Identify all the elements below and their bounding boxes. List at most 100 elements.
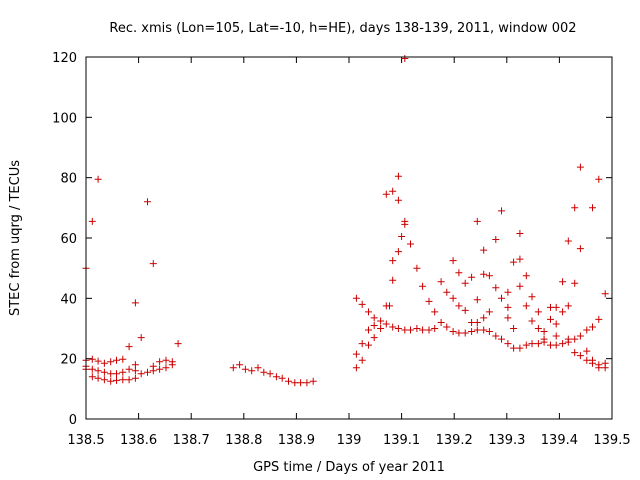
data-point xyxy=(377,325,385,332)
x-tick-label: 139.2 xyxy=(436,433,473,448)
data-point xyxy=(162,364,170,372)
data-point xyxy=(156,358,164,366)
data-point xyxy=(358,300,366,308)
data-point xyxy=(437,278,445,286)
data-point xyxy=(394,196,402,204)
data-point xyxy=(137,334,145,342)
data-point xyxy=(552,341,560,349)
data-point xyxy=(516,230,524,237)
data-point xyxy=(564,335,572,343)
data-point xyxy=(370,334,378,342)
data-point xyxy=(510,344,518,352)
data-point xyxy=(492,332,500,340)
data-point xyxy=(455,302,463,310)
y-tick-label: 40 xyxy=(60,292,77,307)
data-point xyxy=(534,325,542,332)
data-point xyxy=(100,359,108,367)
data-point xyxy=(113,376,120,384)
data-point xyxy=(241,365,249,373)
data-point xyxy=(571,279,579,287)
data-point xyxy=(88,217,96,225)
data-point xyxy=(534,340,542,348)
data-point xyxy=(547,315,554,323)
data-point xyxy=(461,279,469,287)
data-point xyxy=(168,361,176,369)
data-point xyxy=(370,314,378,322)
y-tick-label: 20 xyxy=(60,353,77,368)
x-tick-label: 139.5 xyxy=(593,433,630,448)
data-point xyxy=(407,240,414,248)
data-point xyxy=(522,341,530,349)
data-point xyxy=(437,319,445,326)
data-point xyxy=(137,370,145,378)
data-point xyxy=(564,237,572,245)
data-point xyxy=(528,340,536,348)
data-point xyxy=(516,344,524,352)
data-point xyxy=(589,323,596,331)
data-point xyxy=(229,364,237,372)
data-point xyxy=(449,294,457,302)
data-point xyxy=(431,325,439,332)
data-point xyxy=(254,364,262,372)
data-points xyxy=(82,55,609,387)
data-point xyxy=(480,270,488,278)
data-point xyxy=(504,340,512,348)
data-point xyxy=(407,326,414,334)
data-point xyxy=(278,374,286,382)
data-point xyxy=(413,325,421,332)
data-point xyxy=(510,325,518,332)
data-point xyxy=(144,368,151,376)
data-point xyxy=(473,326,481,334)
data-point xyxy=(401,220,409,228)
chart-title: Rec. xmis (Lon=105, Lat=-10, h=HE), days… xyxy=(109,21,576,36)
data-point xyxy=(285,377,292,385)
data-point xyxy=(377,317,385,325)
data-point xyxy=(389,276,397,284)
data-point xyxy=(113,356,120,364)
data-point xyxy=(260,368,268,376)
data-point xyxy=(510,258,518,266)
data-point xyxy=(272,373,280,381)
data-point xyxy=(119,368,127,376)
x-tick-label: 138.9 xyxy=(278,433,315,448)
data-point xyxy=(266,370,274,378)
data-point xyxy=(473,296,481,304)
data-point xyxy=(100,368,108,376)
data-point xyxy=(473,319,481,326)
data-point xyxy=(480,246,488,254)
data-point xyxy=(398,233,406,240)
data-point xyxy=(504,314,512,322)
x-tick-label: 138.7 xyxy=(173,433,210,448)
data-point xyxy=(552,303,560,311)
data-point xyxy=(389,257,397,265)
data-point xyxy=(352,294,360,302)
data-point xyxy=(559,278,567,286)
y-tick-label: 100 xyxy=(52,111,77,126)
data-point xyxy=(504,288,512,296)
data-point xyxy=(119,376,127,384)
data-point xyxy=(571,204,579,212)
x-tick-label: 138.5 xyxy=(67,433,104,448)
data-point xyxy=(480,326,488,334)
data-point xyxy=(492,236,500,243)
data-point xyxy=(576,332,584,340)
data-point xyxy=(601,359,609,367)
data-point xyxy=(485,308,493,316)
data-point xyxy=(94,367,102,375)
data-point xyxy=(528,317,536,325)
data-point xyxy=(100,376,108,384)
data-point xyxy=(131,367,139,375)
data-point xyxy=(449,257,457,265)
data-point xyxy=(504,303,512,311)
data-point xyxy=(149,362,157,370)
data-point xyxy=(131,361,139,369)
data-point xyxy=(107,358,115,366)
data-point xyxy=(485,328,493,335)
data-point xyxy=(576,245,584,253)
data-point xyxy=(389,323,397,331)
data-point xyxy=(595,175,603,183)
data-point xyxy=(94,175,102,183)
data-point xyxy=(113,370,120,378)
x-tick-label: 139.3 xyxy=(488,433,525,448)
data-point xyxy=(601,290,609,298)
